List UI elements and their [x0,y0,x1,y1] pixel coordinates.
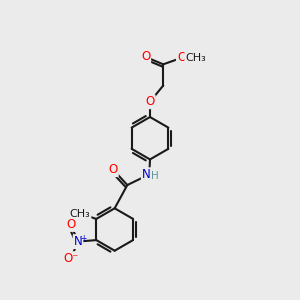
Text: N: N [142,168,151,181]
Text: +: + [80,234,86,243]
Text: O: O [146,95,154,108]
Text: O: O [66,218,75,231]
Text: O: O [109,163,118,176]
Text: O⁻: O⁻ [63,252,78,265]
Text: H: H [151,171,159,181]
Text: O: O [141,50,150,64]
Text: CH₃: CH₃ [70,208,91,219]
Text: N: N [74,235,82,248]
Text: O: O [177,51,186,64]
Text: CH₃: CH₃ [185,53,206,63]
